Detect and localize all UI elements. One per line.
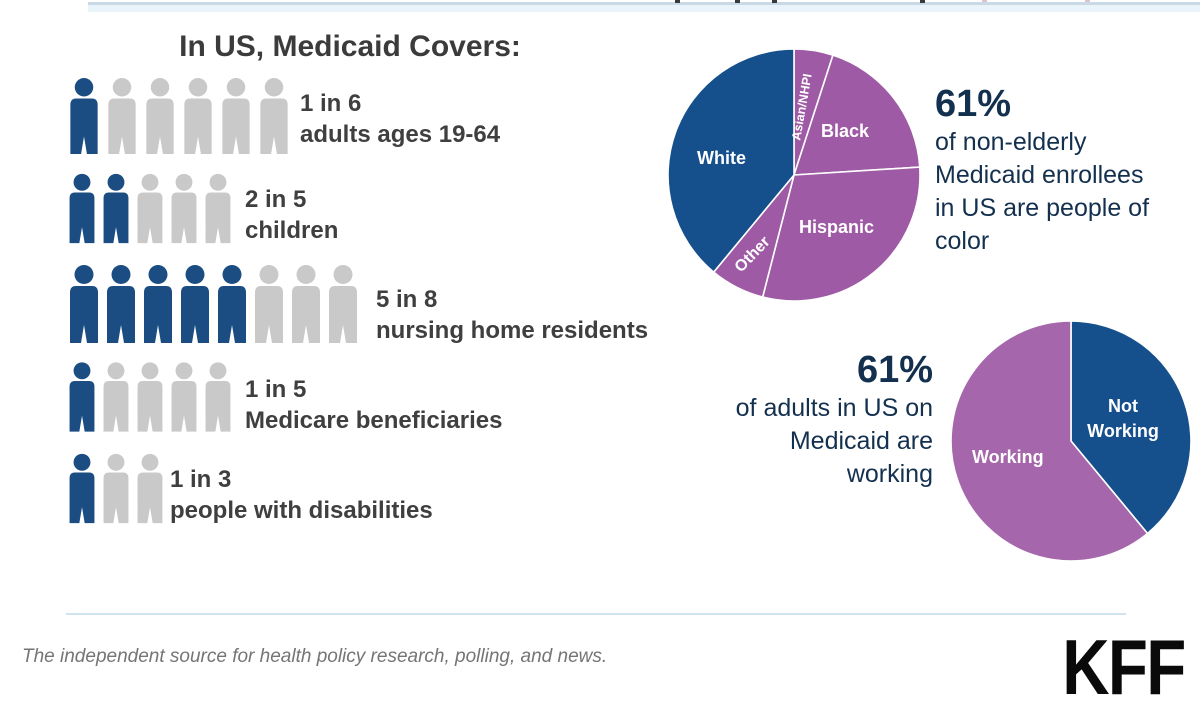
top-divider-band: [88, 5, 1200, 12]
person-icon: [103, 173, 129, 244]
picto-label-children: 2 in 5 children: [245, 184, 338, 246]
person-icon: [205, 173, 231, 244]
top-text-artifact: [675, 0, 680, 3]
person-icon: [70, 265, 98, 343]
pie-slice-hispanic: [761, 166, 921, 302]
person-icon: [144, 265, 172, 343]
pie-slice-working: [950, 320, 1149, 562]
top-divider-line: [88, 2, 1200, 5]
pie-slice-label-not-working: Not Working: [1087, 396, 1159, 441]
person-icon: [329, 265, 357, 343]
pie-slice-white: [667, 48, 795, 274]
picto-label-nursing-home: 5 in 8 nursing home residents: [376, 284, 648, 346]
pie-slice-label-white: White: [697, 148, 746, 168]
person-icon: [260, 78, 288, 154]
top-text-artifact: [920, 0, 925, 3]
pictograph-title: In US, Medicaid Covers:: [179, 30, 521, 63]
person-icon: [218, 265, 246, 343]
person-icon: [108, 78, 136, 154]
person-icon: [292, 265, 320, 343]
pie-slice-not-working: [1070, 320, 1192, 535]
person-icon: [255, 265, 283, 343]
picto-row-children: [66, 172, 234, 245]
ratio-text: 1 in 5: [245, 376, 307, 403]
pie-slice-black: [792, 54, 921, 176]
pie-slice-label-black: Black: [821, 121, 870, 141]
person-icon: [137, 173, 163, 244]
person-icon: [205, 362, 231, 432]
top-text-artifact: [735, 0, 740, 3]
person-icon: [171, 173, 197, 244]
person-icon: [184, 78, 212, 154]
picto-row-adults: [66, 78, 292, 154]
footer-divider-line: [66, 613, 1126, 615]
person-icon: [69, 362, 95, 432]
kff-logo: KFF: [1062, 623, 1187, 709]
person-icon: [69, 453, 95, 524]
person-icon: [107, 265, 135, 343]
person-icon: [146, 78, 174, 154]
pie-slice-label-working: Working: [972, 447, 1044, 467]
person-icon: [69, 173, 95, 244]
person-icon: [103, 453, 129, 524]
picto-row-nursing-home: [66, 264, 361, 344]
picto-row-disabilities: [66, 452, 166, 525]
picto-row-medicare: [66, 360, 234, 434]
person-icon: [137, 362, 163, 432]
person-icon: [70, 78, 98, 154]
group-text: people with disabilities: [170, 497, 433, 524]
person-icon: [181, 265, 209, 343]
working-stat: 61%: [856, 349, 933, 391]
person-icon: [103, 362, 129, 432]
person-icon: [222, 78, 250, 154]
top-text-artifact: [1085, 0, 1090, 2]
person-icon: [137, 453, 163, 524]
ratio-text: 5 in 8: [376, 286, 438, 313]
people-of-color-description: of non-elderly Medicaid enrollees in US …: [935, 128, 1150, 255]
ratio-text: 1 in 3: [170, 466, 232, 493]
group-text: children: [245, 217, 339, 244]
working-description: of adults in US on Medicaid are working: [735, 394, 933, 488]
ratio-text: 2 in 5: [245, 186, 307, 213]
top-text-artifact: [982, 0, 987, 2]
working-status-pie-chart: [950, 320, 1192, 562]
picto-label-adults: 1 in 6 adults ages 19-64: [300, 88, 500, 150]
group-text: nursing home residents: [376, 317, 649, 344]
race-ethnicity-pie-chart: [667, 48, 921, 302]
top-text-artifact: [772, 0, 777, 3]
picto-label-disabilities: 1 in 3 people with disabilities: [170, 464, 433, 526]
ratio-text: 1 in 6: [300, 90, 362, 117]
kff-tagline: The independent source for health policy…: [22, 646, 608, 667]
picto-label-medicare: 1 in 5 Medicare beneficiaries: [245, 374, 502, 436]
person-icon: [171, 362, 197, 432]
group-text: Medicare beneficiaries: [245, 407, 503, 434]
group-text: adults ages 19-64: [300, 121, 501, 148]
pie-slice-label-hispanic: Hispanic: [799, 217, 875, 237]
people-of-color-stat: 61%: [935, 83, 1012, 125]
